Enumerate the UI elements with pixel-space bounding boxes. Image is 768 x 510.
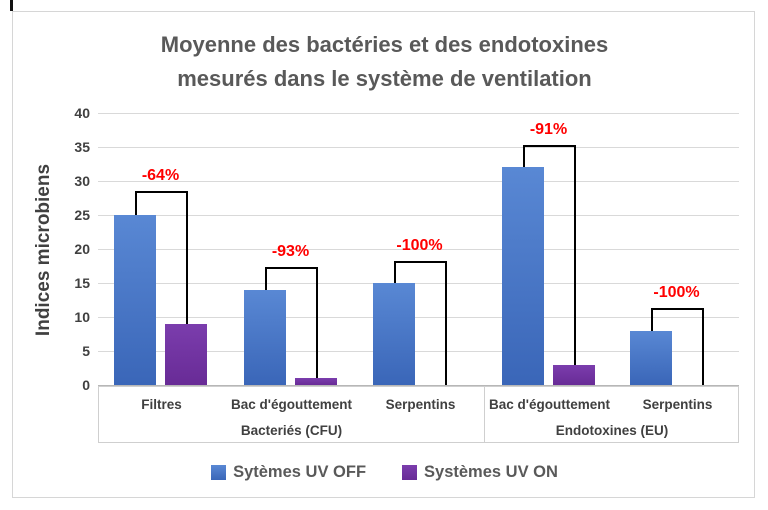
chart-title: Moyenne des bactéries et des endotoxines…	[13, 28, 756, 96]
bar-uv-on-3[interactable]	[553, 364, 595, 385]
annotation-label-4: -100%	[653, 284, 700, 302]
bracket-left-vertical-3	[523, 144, 525, 168]
chart-title-line2: mesurés dans le système de ventilation	[177, 66, 592, 91]
gridline-40	[98, 113, 739, 114]
bracket-right-vertical-3	[574, 144, 576, 365]
y-tick-label-0: 0	[82, 377, 90, 393]
bracket-left-vertical-1	[265, 266, 267, 290]
bracket-horizontal-4	[651, 308, 702, 311]
legend-swatch-icon	[402, 465, 418, 480]
y-tick-label-20: 20	[74, 241, 90, 257]
bracket-horizontal-2	[394, 261, 445, 264]
bracket-right-vertical-1	[316, 266, 318, 379]
bar-uv-on-1[interactable]	[295, 378, 337, 385]
legend-item-uv-on[interactable]: Systèmes UV ON	[402, 463, 558, 482]
gridline-35	[98, 147, 739, 148]
legend-swatch-icon	[211, 465, 227, 480]
bracket-left-vertical-0	[135, 191, 137, 215]
y-tick-label-40: 40	[74, 105, 90, 121]
bar-uv-off-4[interactable]	[630, 330, 672, 385]
y-tick-label-10: 10	[74, 309, 90, 325]
gridline-20	[98, 249, 739, 250]
gridline-25	[98, 215, 739, 216]
category-group-label-1: Endotoxines (EU)	[555, 423, 669, 438]
bracket-horizontal-3	[523, 144, 574, 147]
legend-label: Sytèmes UV OFF	[233, 463, 367, 481]
legend: Sytèmes UV OFF Systèmes UV ON	[13, 463, 756, 482]
y-tick-label-30: 30	[74, 173, 90, 189]
category-group-divider	[484, 387, 485, 442]
gridline-15	[98, 283, 739, 284]
category-label-2: Serpentins	[385, 397, 456, 412]
bracket-right-vertical-4	[702, 308, 704, 385]
category-label-3: Bac d'égouttement	[489, 397, 610, 412]
category-group-label-0: Bacteriés (CFU)	[240, 423, 343, 438]
gridline-0	[98, 385, 739, 386]
bracket-right-vertical-2	[445, 261, 447, 385]
bar-uv-off-0[interactable]	[114, 215, 156, 385]
y-tick-label-25: 25	[74, 207, 90, 223]
bar-uv-off-3[interactable]	[502, 167, 544, 385]
bracket-left-vertical-2	[394, 261, 396, 283]
annotation-label-0: -64%	[141, 167, 180, 185]
category-label-4: Serpentins	[642, 397, 713, 412]
annotation-label-3: -91%	[529, 120, 568, 138]
bar-uv-off-2[interactable]	[373, 283, 415, 385]
bracket-right-vertical-0	[186, 191, 188, 324]
category-label-1: Bac d'égouttement	[231, 397, 352, 412]
bar-uv-on-0[interactable]	[165, 323, 207, 385]
bracket-horizontal-1	[265, 266, 316, 269]
category-axis: Filtres Bac d'égouttement Serpentins Bac d'…	[98, 386, 739, 443]
y-tick-label-15: 15	[74, 275, 90, 291]
gridline-30	[98, 181, 739, 182]
bar-uv-off-1[interactable]	[244, 289, 286, 385]
y-axis-title: Indices microbiens	[33, 163, 54, 337]
chart-title-line1: Moyenne des bactéries et des endotoxines	[160, 32, 609, 57]
legend-item-uv-off[interactable]: Sytèmes UV OFF	[211, 463, 366, 482]
annotation-label-1: -93%	[271, 242, 310, 260]
category-label-0: Filtres	[141, 397, 182, 412]
gridline-10	[98, 317, 739, 318]
legend-label: Systèmes UV ON	[424, 463, 558, 481]
bracket-left-vertical-4	[651, 308, 653, 331]
y-tick-label-35: 35	[74, 139, 90, 155]
cursor-artifact	[10, 0, 13, 11]
bracket-horizontal-0	[135, 191, 186, 194]
gridline-5	[98, 351, 739, 352]
y-tick-label-5: 5	[82, 343, 90, 359]
chart-frame[interactable]: Moyenne des bactéries et des endotoxines…	[12, 11, 755, 498]
annotation-label-2: -100%	[396, 237, 443, 255]
